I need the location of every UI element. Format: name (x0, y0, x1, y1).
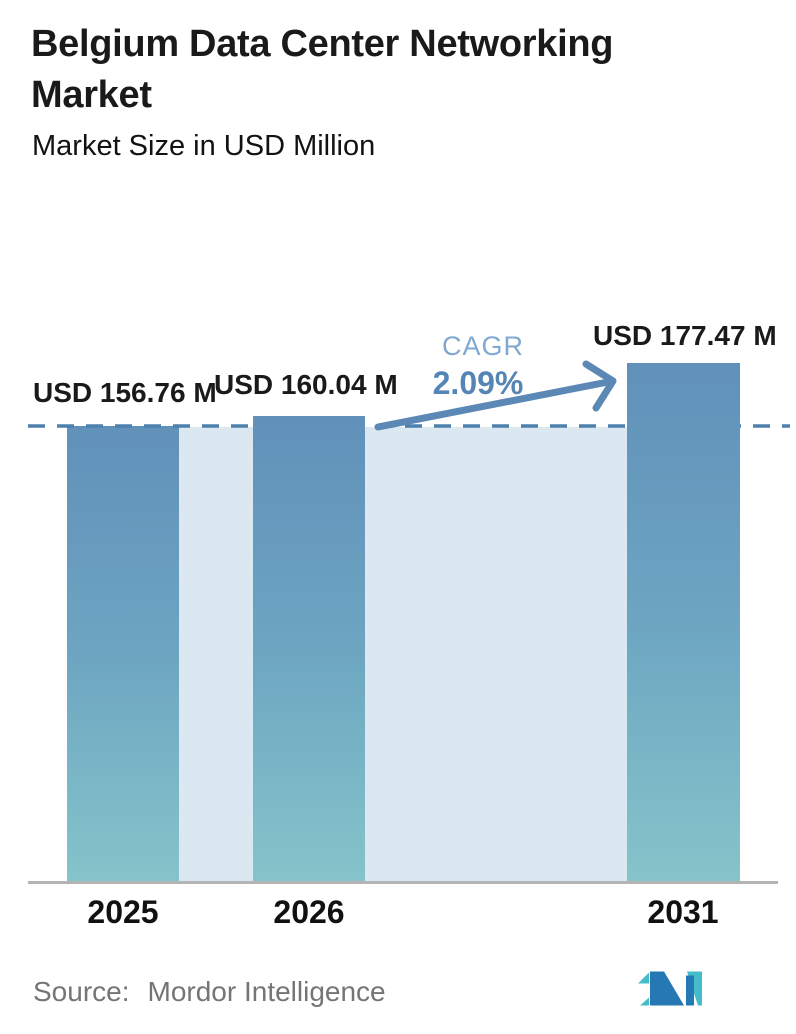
value-label-2026: USD 160.04 M (214, 369, 398, 400)
mordor-intelligence-logo-icon (638, 971, 702, 1006)
chart-subtitle: Market Size in USD Million (32, 130, 376, 162)
page-title: Belgium Data Center Networking Market (31, 23, 614, 116)
value-label-2031: USD 177.47 M (593, 320, 777, 351)
value-label-2025: USD 156.76 M (33, 377, 217, 408)
bar-2026 (253, 416, 365, 881)
cagr-label: CAGR (441, 331, 524, 361)
bar-2025 (67, 426, 179, 881)
x-axis-line (28, 881, 778, 884)
x-tick-2025: 2025 (87, 894, 159, 930)
source-attribution: Source: Mordor Intelligence (33, 976, 386, 1008)
bar-2031 (627, 363, 740, 881)
source-label: Source: (33, 976, 130, 1007)
source-value: Mordor Intelligence (147, 976, 386, 1007)
cagr-value: 2.09% (432, 365, 524, 401)
x-tick-2031: 2031 (647, 894, 719, 930)
x-tick-2026: 2026 (273, 894, 345, 930)
